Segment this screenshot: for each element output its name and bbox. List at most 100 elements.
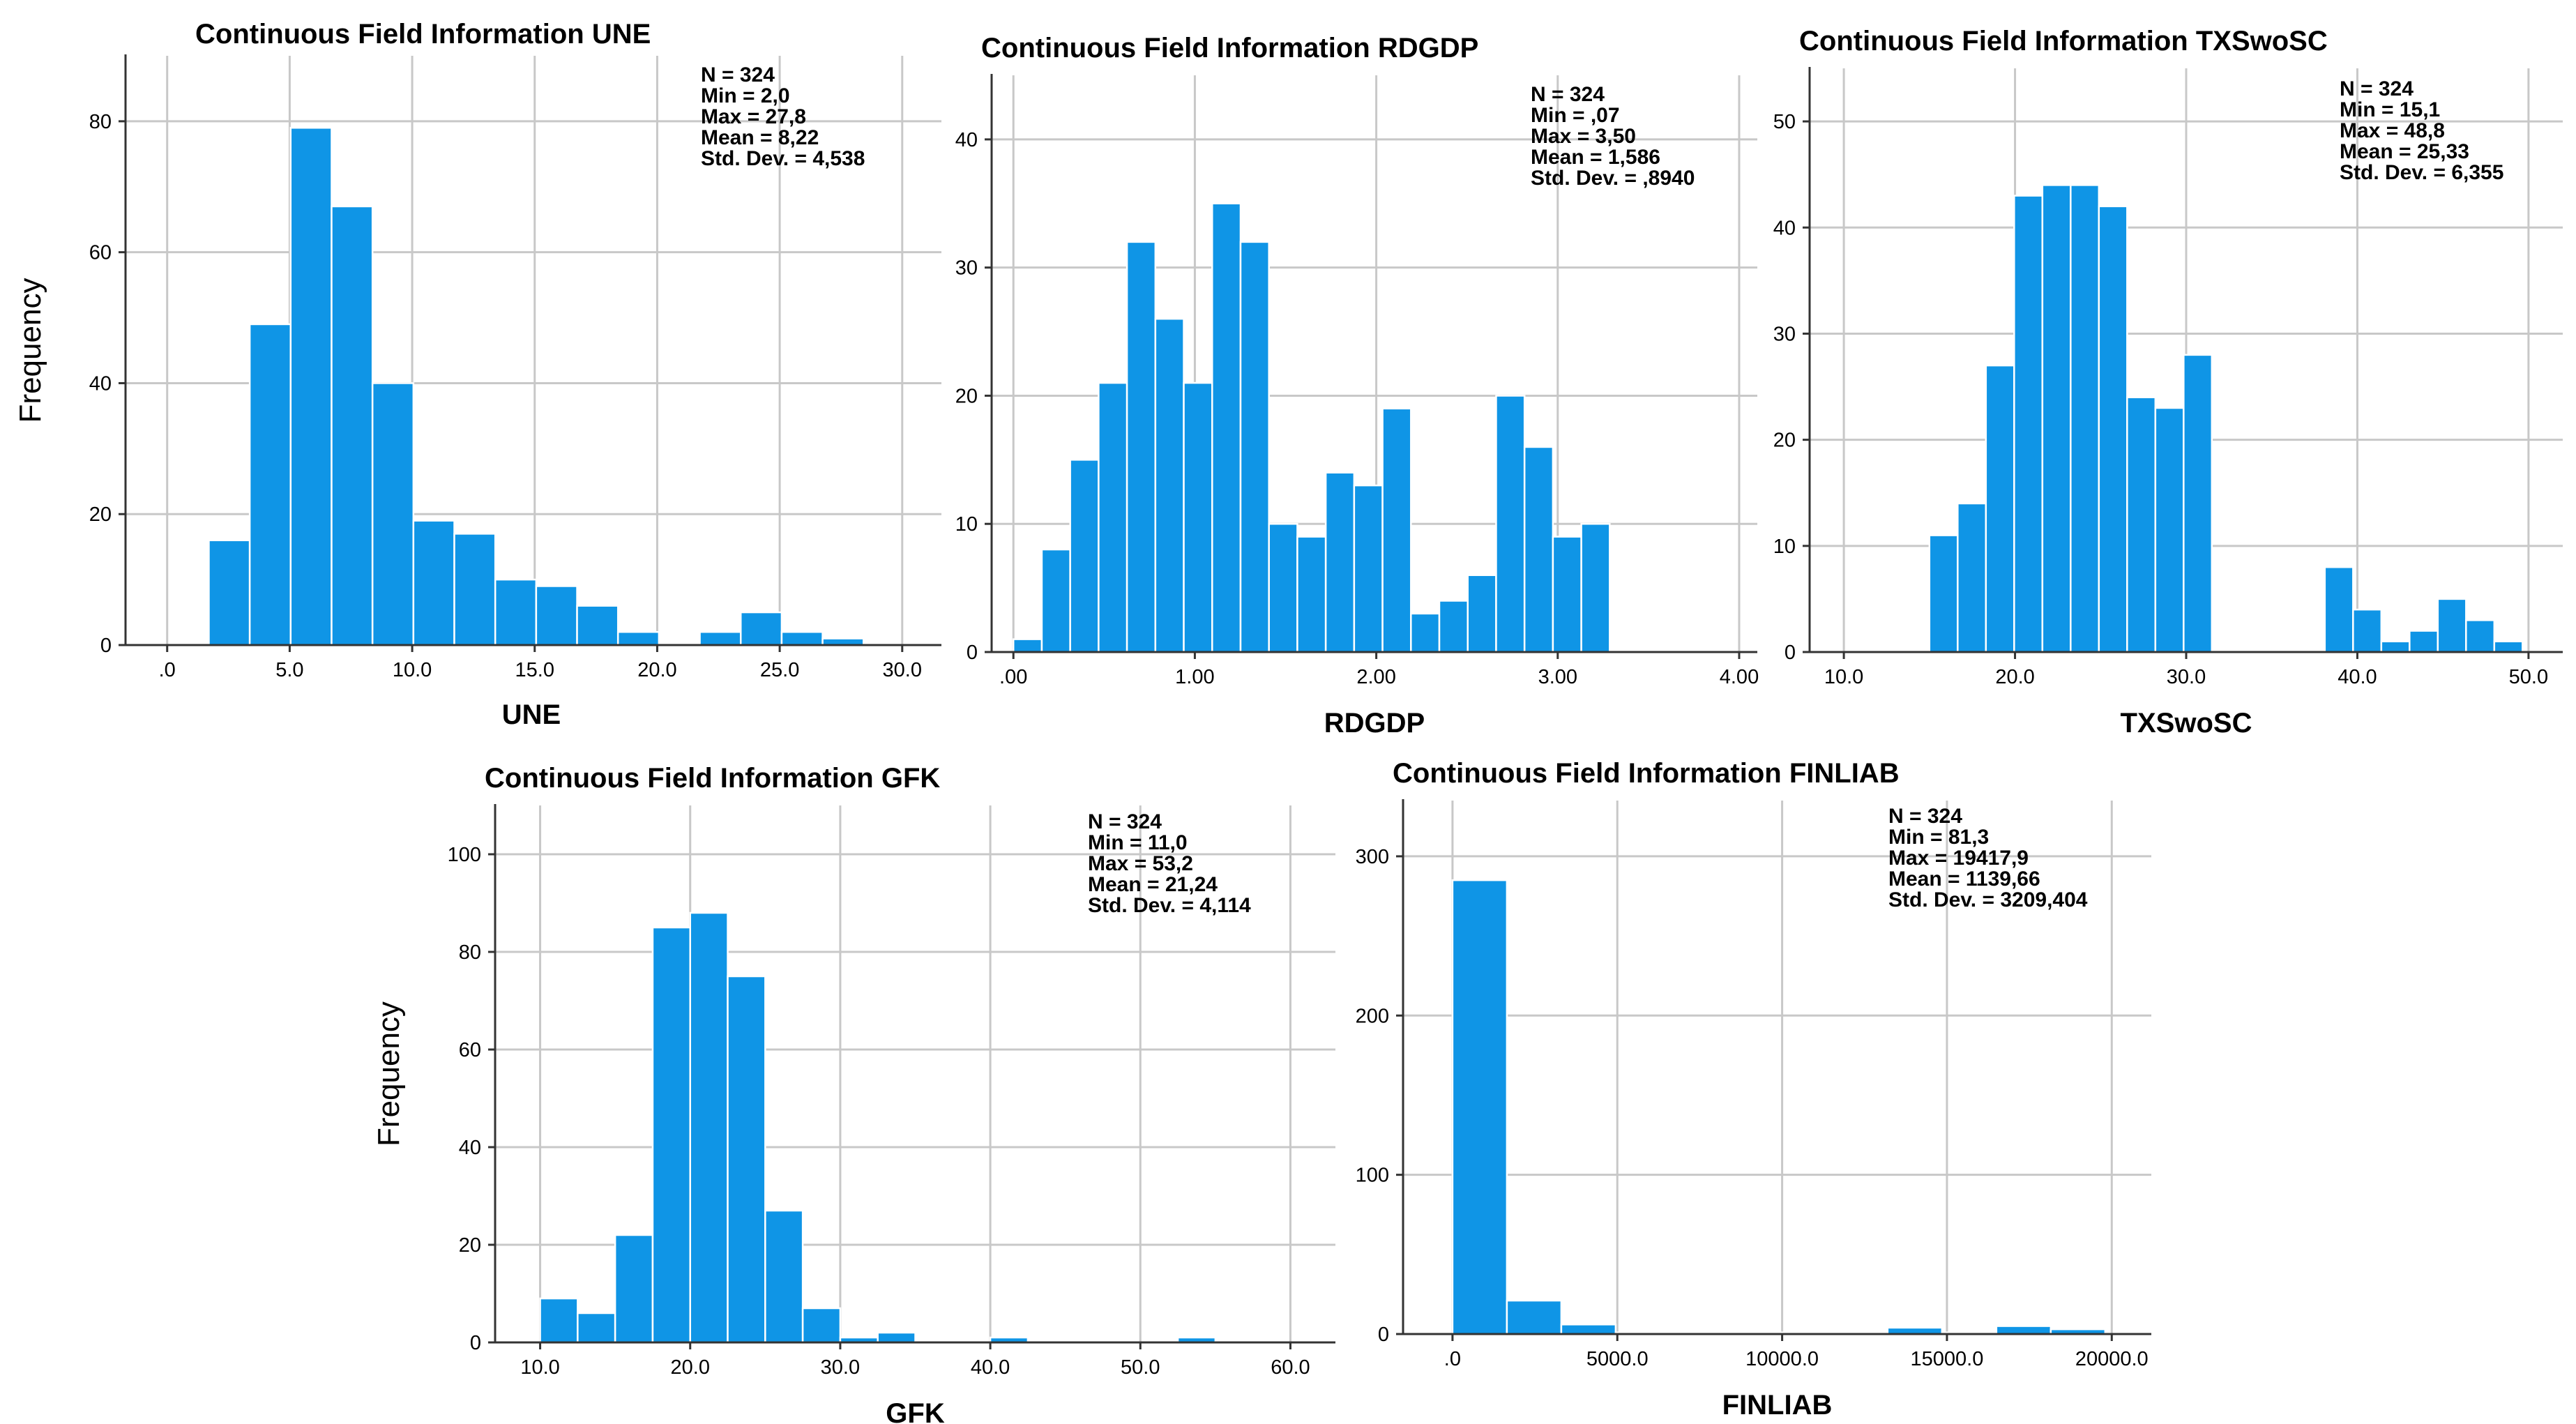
histogram-bar xyxy=(1239,241,1270,653)
stats-line: Mean = 8,22 xyxy=(701,126,819,149)
histogram-bar xyxy=(1467,574,1497,653)
stats-line: Max = 3,50 xyxy=(1531,125,1636,148)
histogram-bar xyxy=(1126,241,1157,653)
y-tick-label: 40 xyxy=(1773,217,1796,239)
x-tick-label: 30.0 xyxy=(2167,666,2206,688)
histogram-bar xyxy=(331,205,374,646)
histogram-panel-4: 10.0 20.0 30.0 40.0 50.0 60.0 0 20 40 60 80 100 Cont… xyxy=(372,763,1335,1424)
histogram-bar xyxy=(412,520,455,646)
x-tick-label: 20.0 xyxy=(1995,666,2034,688)
histogram-bar xyxy=(208,539,251,646)
histogram-bar xyxy=(1580,522,1611,653)
x-tick-label: .0 xyxy=(159,659,176,681)
y-tick-label: 40 xyxy=(459,1137,481,1159)
y-axis-label: Frequency xyxy=(372,1001,406,1146)
x-tick-label: 60.0 xyxy=(1271,1356,1310,1379)
stats-line: N = 324 xyxy=(1088,810,1162,833)
histogram-bar xyxy=(371,382,415,646)
y-tick-label: 0 xyxy=(100,635,112,657)
x-tick-label: .00 xyxy=(999,666,1027,688)
histogram-bar xyxy=(764,1209,804,1344)
y-tick-label: 20 xyxy=(89,503,112,526)
histogram-bar xyxy=(494,578,538,646)
x-tick-label: 20.0 xyxy=(671,1356,710,1379)
histogram-bar xyxy=(727,975,766,1344)
stats-line: Min = 11,0 xyxy=(1088,831,1188,854)
y-tick-label: 0 xyxy=(1785,642,1796,664)
histogram-bar xyxy=(1451,879,1508,1335)
x-tick-label: 3.00 xyxy=(1538,666,1577,688)
histogram-bar xyxy=(248,323,292,646)
histogram-bar xyxy=(1353,484,1384,653)
histogram-bar xyxy=(1183,381,1213,653)
histogram-bar xyxy=(453,533,497,646)
y-tick-label: 0 xyxy=(967,642,978,664)
histogram-bar xyxy=(289,127,333,646)
histogram-bar xyxy=(1069,459,1100,653)
histogram-bar xyxy=(1410,612,1441,653)
histogram-bar xyxy=(739,611,783,646)
histogram-bar xyxy=(1985,364,2015,653)
x-tick-label: 15000.0 xyxy=(1911,1348,1984,1370)
histogram-bar xyxy=(2465,619,2496,653)
x-axis-label: UNE xyxy=(502,699,561,730)
histogram-bar xyxy=(1928,534,1959,653)
y-tick-label: 40 xyxy=(89,372,112,395)
histogram-bar xyxy=(2013,195,2044,653)
x-tick-label: 5000.0 xyxy=(1586,1348,1649,1370)
stats-line: Std. Dev. = 4,538 xyxy=(701,147,865,170)
histogram-bar xyxy=(1957,502,1987,653)
histogram-bar xyxy=(2070,184,2100,653)
histogram-bar xyxy=(1098,381,1128,653)
x-axis-label: RDGDP xyxy=(1324,708,1425,738)
histogram-bar xyxy=(689,911,729,1344)
histogram-bar xyxy=(1560,1324,1617,1335)
x-tick-label: 15.0 xyxy=(515,659,554,681)
stats-line: Mean = 1,586 xyxy=(1531,146,1660,169)
y-tick-label: 200 xyxy=(1356,1005,1389,1027)
histogram-bar xyxy=(576,605,619,646)
histogram-bar xyxy=(651,926,691,1344)
stats-line: N = 324 xyxy=(701,63,775,86)
y-tick-label: 10 xyxy=(955,513,978,536)
histogram-bar xyxy=(1523,446,1554,653)
histogram-bar xyxy=(2409,630,2439,653)
stats-line: Min = 15,1 xyxy=(2340,98,2440,121)
x-tick-label: 50.0 xyxy=(1121,1356,1160,1379)
x-tick-label: 30.0 xyxy=(883,659,922,681)
x-tick-label: .0 xyxy=(1444,1348,1461,1370)
histogram-bar xyxy=(2324,566,2354,653)
chart-title: Continuous Field Information GFK xyxy=(485,763,940,794)
histogram-bar xyxy=(780,630,824,646)
stats-line: Max = 19417,9 xyxy=(1888,847,2029,870)
histogram-bar xyxy=(1012,638,1043,653)
histogram-bar xyxy=(577,1312,616,1344)
stats-line: Std. Dev. = 6,355 xyxy=(2340,161,2503,184)
histogram-bar xyxy=(2041,184,2072,653)
stats-line: N = 324 xyxy=(1888,805,1962,828)
y-tick-label: 80 xyxy=(459,941,481,964)
y-tick-label: 100 xyxy=(448,844,481,866)
histogram-bar xyxy=(1296,536,1327,653)
y-tick-label: 30 xyxy=(1773,323,1796,345)
x-tick-label: 50.0 xyxy=(2509,666,2548,688)
histogram-bar xyxy=(539,1297,579,1344)
histogram-bar xyxy=(2154,407,2185,653)
x-tick-label: 25.0 xyxy=(760,659,799,681)
y-tick-label: 30 xyxy=(955,257,978,280)
histogram-bar xyxy=(614,1234,654,1344)
histogram-bar xyxy=(1154,317,1185,653)
stats-line: Std. Dev. = 3209,404 xyxy=(1888,888,2088,911)
x-tick-label: 10.0 xyxy=(520,1356,559,1379)
histogram-bar xyxy=(1438,600,1469,653)
stats-line: Max = 27,8 xyxy=(701,105,806,128)
histogram-panel-3: 10.0 20.0 30.0 40.0 50.0 0 10 20 30 40 50 Continuou… xyxy=(1773,26,2563,738)
x-tick-label: 4.00 xyxy=(1720,666,1759,688)
x-axis-label: TXSwoSC xyxy=(2121,708,2252,738)
histogram-panel-2: .00 1.00 2.00 3.00 4.00 0 10 20 30 40 Continuous F… xyxy=(955,33,1759,738)
histogram-bar xyxy=(1995,1325,2052,1335)
stats-line: Min = 2,0 xyxy=(701,84,790,107)
x-tick-label: 10000.0 xyxy=(1745,1348,1819,1370)
stats-line: Max = 48,8 xyxy=(2340,119,2445,142)
